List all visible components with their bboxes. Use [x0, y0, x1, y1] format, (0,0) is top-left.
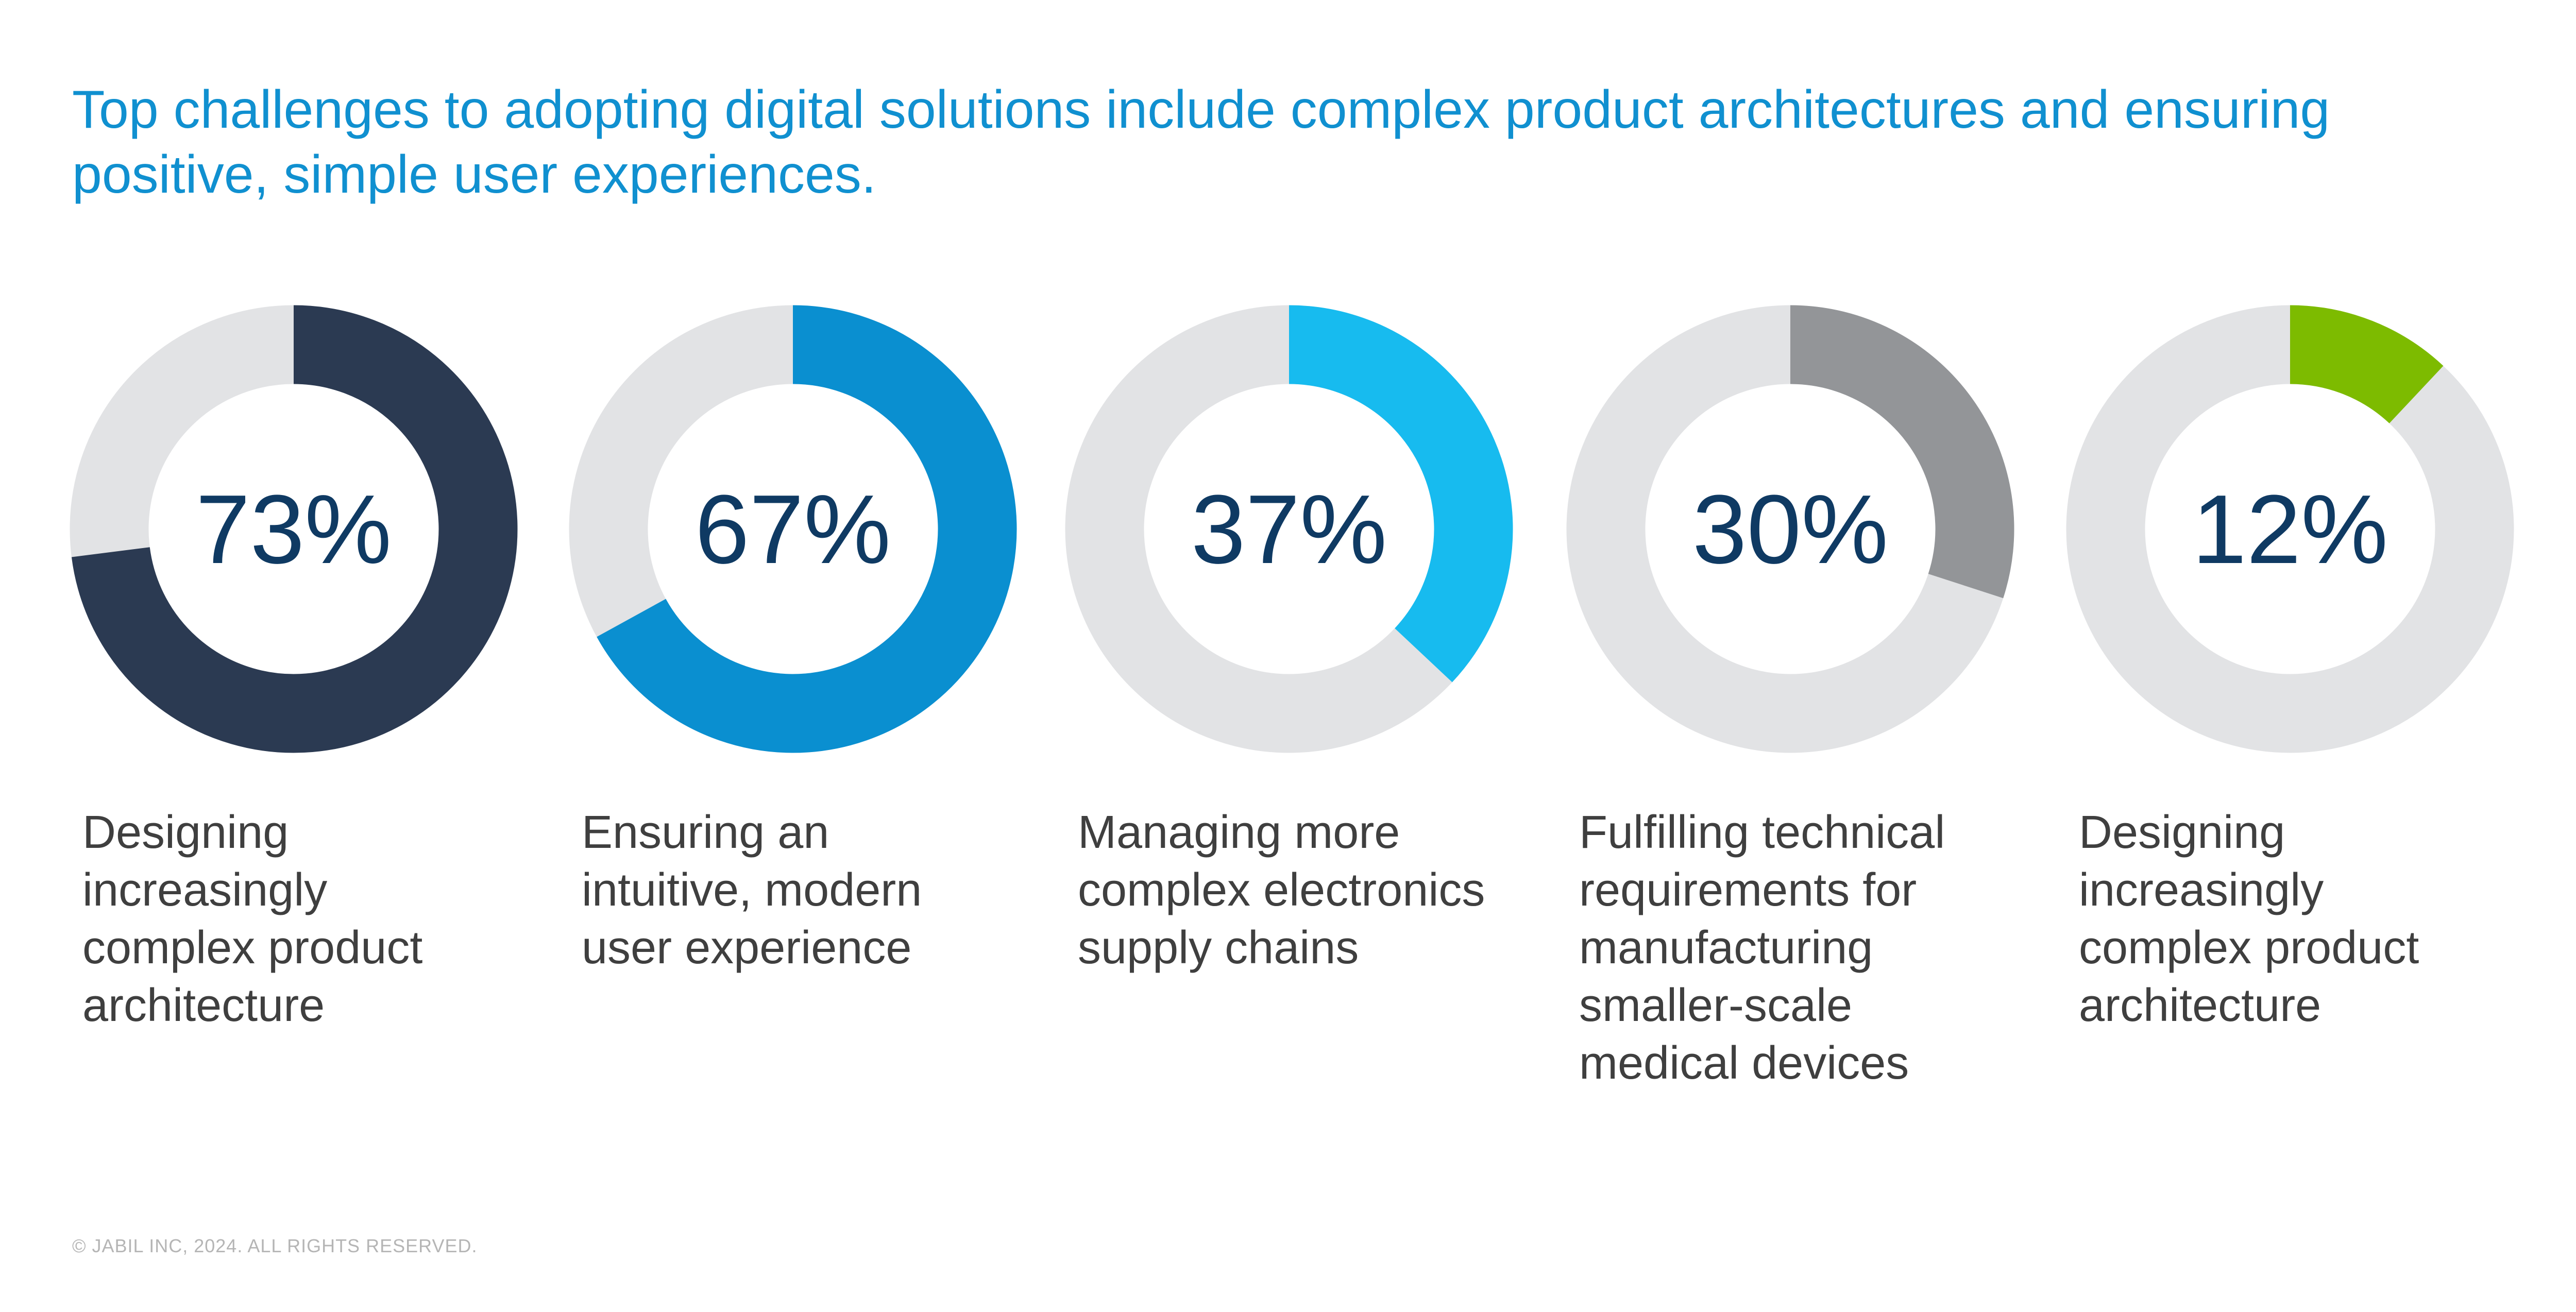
donut-value-label: 12% — [2192, 475, 2388, 584]
category-label: Managing more complex electronics supply… — [1078, 807, 1485, 974]
title: Top challenges to adopting digital solut… — [72, 80, 2330, 205]
copyright: © JABIL INC, 2024. ALL RIGHTS RESERVED. — [72, 1235, 478, 1256]
category-label: Ensuring an intuitive, modern user exper… — [582, 807, 922, 974]
category-label: Fulfilling technical requirements for ma… — [1579, 807, 1945, 1089]
donut-value-label: 73% — [196, 475, 392, 584]
donut-value-label: 30% — [1692, 475, 1888, 584]
donut-value-label: 37% — [1191, 475, 1387, 584]
donut-value-label: 67% — [695, 475, 891, 584]
donut-segment — [71, 305, 518, 753]
donut-segment — [1289, 305, 1513, 683]
category-label: Designing increasingly complex product a… — [2079, 807, 2419, 1031]
donut-segment — [597, 305, 1017, 753]
donut-segment — [1789, 305, 2014, 599]
category-label: Designing increasingly complex product a… — [82, 807, 423, 1031]
donut-segment — [2289, 305, 2444, 424]
